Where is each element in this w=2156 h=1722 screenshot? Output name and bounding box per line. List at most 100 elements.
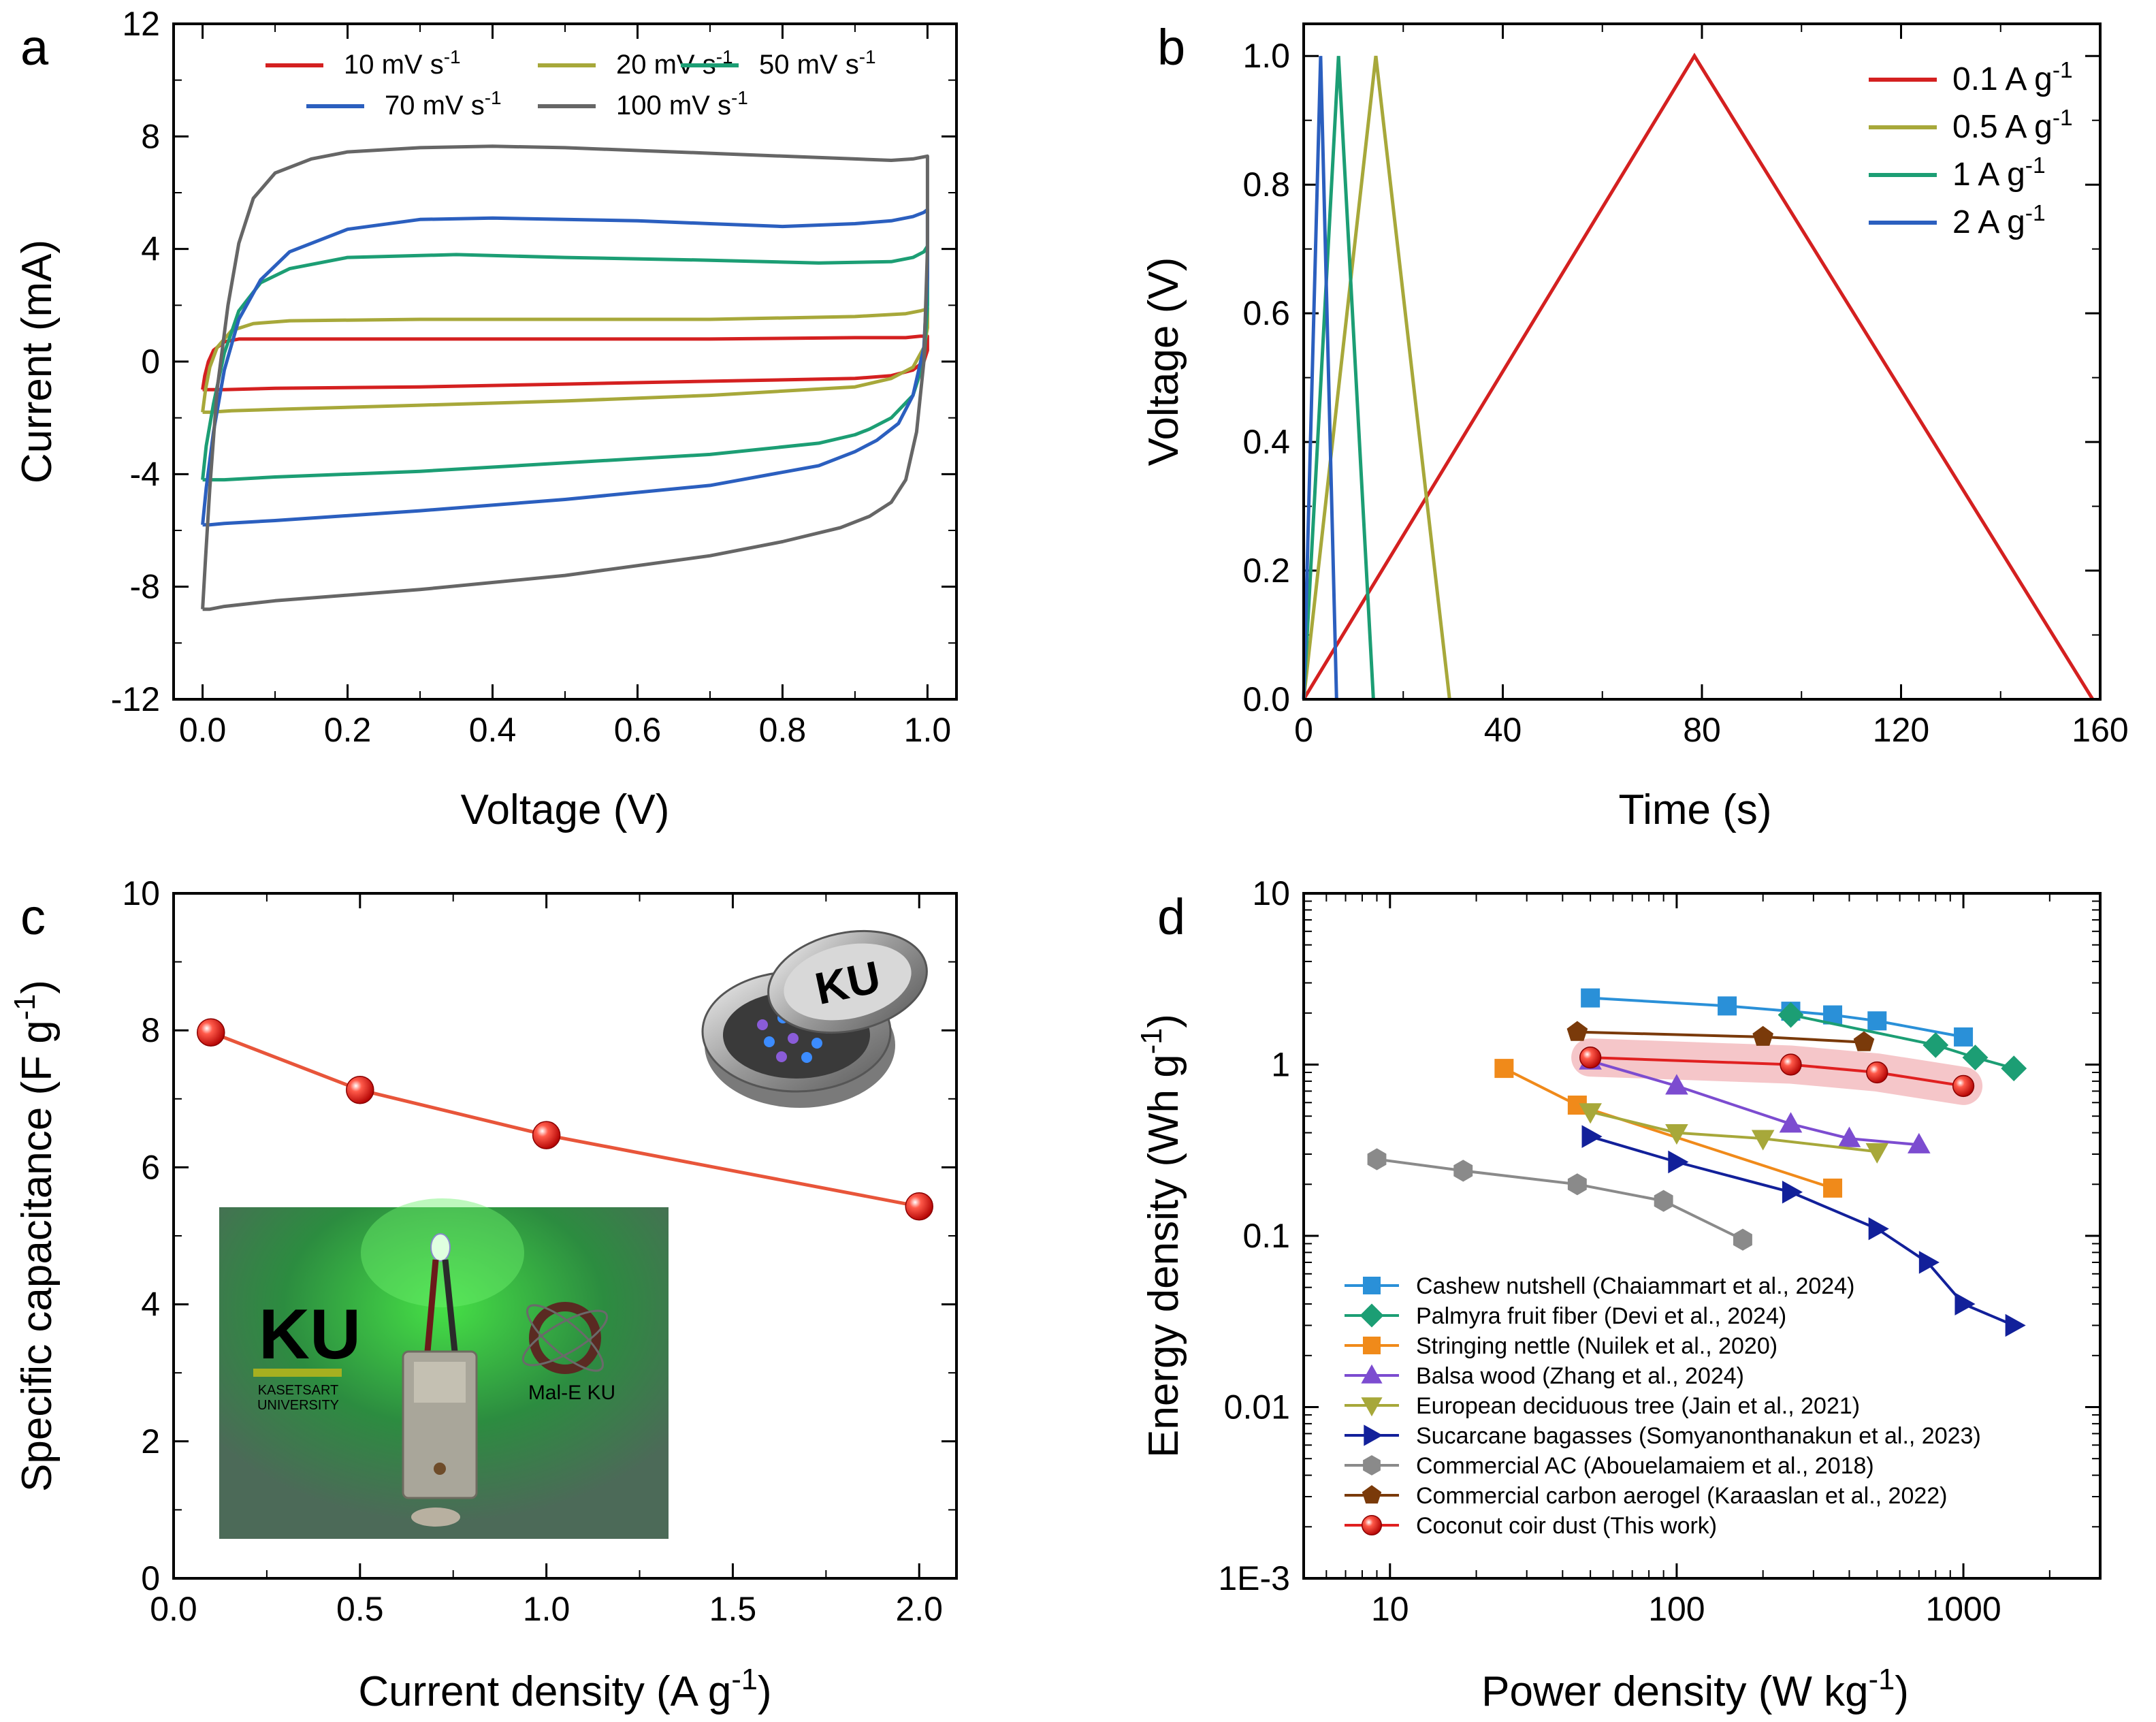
data-point: [1581, 1125, 1603, 1148]
x-axis-label-main: Time (s): [1619, 786, 1772, 833]
capacitance-line: [210, 1030, 920, 1209]
data-point: [1494, 1059, 1514, 1079]
y-tick-label: 8: [141, 117, 160, 155]
plot-frame: [1302, 892, 2102, 1580]
y-tick-label: 8: [141, 1011, 160, 1049]
plot-frame: [1302, 22, 2102, 701]
coin-cell-particle: [757, 1019, 768, 1030]
cell-holder-grille: [414, 1362, 466, 1403]
series-line-20-mV-s: [201, 306, 929, 414]
series-pentagon: [1566, 1021, 1875, 1051]
panel-d: d 10 100 1000 1E-3 0.01 0.1 1 10 Power density (W…: [1136, 874, 2102, 1715]
data-point: [1581, 988, 1600, 1008]
coin-cell-particle: [811, 1038, 822, 1049]
legend-label: Stringing nettle (Nuilek et al., 2020): [1416, 1333, 1777, 1359]
legend-label-sup: -1: [485, 87, 502, 108]
data-point: [1752, 1025, 1773, 1046]
legend-label-sup: -1: [731, 87, 748, 108]
series-line-70-mV-s: [201, 208, 929, 527]
x-tick-label: 1.5: [709, 1590, 757, 1628]
legend-swatch-marker: [1361, 1364, 1383, 1384]
lab-logo-gear: [529, 1302, 601, 1374]
legend: 0.1 A g-10.5 A g-11 A g-12 A g-1: [1869, 58, 2073, 240]
data-point: [1566, 1021, 1588, 1041]
x-axis-label-main: Current density (A g: [358, 1668, 731, 1715]
panel-letter-a: a: [20, 19, 49, 76]
data-point: [1865, 1143, 1889, 1164]
legend: Cashew nutshell (Chaiammart et al., 2024…: [1345, 1273, 1981, 1539]
data-point: [905, 1192, 933, 1221]
y-axis-label-main: Specific capacitance (F g: [14, 1020, 61, 1492]
legend-swatch-marker: [1363, 1455, 1381, 1476]
data-point: [1908, 1132, 1931, 1153]
data-point: [1782, 1180, 1803, 1204]
x-tick-label: 40: [1484, 711, 1522, 749]
ku-logo-text: KU: [259, 1295, 361, 1374]
data-point: [1954, 1027, 1974, 1047]
series-line-0.5-A-g: [1302, 55, 1451, 700]
data-point: [1952, 1074, 1975, 1098]
x-tick-label: 1.0: [904, 711, 952, 749]
legend-swatch-marker: [1363, 1337, 1381, 1354]
legend-label-main: 70 mV s: [385, 91, 485, 121]
series-triangle-down: [1579, 1103, 1889, 1164]
y-tick-label: 12: [122, 5, 160, 43]
series-line-0.1-A-g: [1302, 52, 2095, 701]
panel-letter-d: d: [1157, 889, 1185, 945]
y-tick-label: 1.0: [1242, 37, 1290, 75]
data-point: [1579, 1046, 1602, 1069]
y-tick-label: 4: [141, 230, 160, 268]
legend-label: Cashew nutshell (Chaiammart et al., 2024…: [1416, 1273, 1854, 1299]
y-tick-label: 0.2: [1242, 552, 1290, 590]
legend-label-main: 0.1 A g: [1952, 61, 2053, 97]
x-axis-label-main: Power density (W kg: [1481, 1668, 1869, 1715]
x-tick-label: 0.4: [469, 711, 517, 749]
series-line-100-mV-s: [201, 144, 929, 611]
legend-label-sup: -1: [2053, 106, 2073, 131]
y-tick-label: 2: [141, 1422, 160, 1461]
data-point: [2001, 1055, 2027, 1082]
series-line: [1377, 1158, 1743, 1241]
y-tick-label: 0.4: [1242, 423, 1290, 461]
legend-label: 0.5 A g-1: [1952, 106, 2073, 146]
series-line: [1590, 996, 1964, 1038]
y-tick-label: 10: [122, 874, 160, 912]
y-axis-label-end: ): [14, 980, 61, 994]
x-axis-label: Power density (W kg-1): [1481, 1663, 1909, 1715]
legend-label: Coconut coir dust (This work): [1416, 1513, 1717, 1539]
y-axis-label-sup: -1: [9, 994, 42, 1021]
y-tick-label: 0.01: [1224, 1388, 1290, 1426]
x-tick-label: 1.0: [523, 1590, 570, 1628]
data-point: [1867, 1011, 1887, 1031]
legend-swatch-marker: [1361, 1514, 1383, 1536]
data-point: [1654, 1190, 1673, 1212]
data-point: [1922, 1032, 1949, 1058]
y-axis-label: Current (mA): [14, 240, 61, 483]
legend-label-main: 100 mV s: [616, 91, 731, 121]
ku-university-line1: KASETSART: [258, 1383, 339, 1398]
cell-holder-screw: [434, 1463, 446, 1475]
legend-label: Commercial AC (Abouelamaiem et al., 2018…: [1416, 1453, 1874, 1479]
legend-label: 10 mV s-1: [344, 46, 461, 80]
legend-label-sup: -1: [2053, 58, 2073, 83]
y-tick-label: 0.8: [1242, 165, 1290, 204]
y-axis-label-main: Current (mA): [14, 240, 61, 483]
data-point: [1918, 1251, 1940, 1274]
data-point: [532, 1121, 561, 1149]
coin-cell-icon: KU: [701, 929, 928, 1108]
legend-label: European deciduous tree (Jain et al., 20…: [1416, 1393, 1860, 1419]
x-tick-label: 100: [1648, 1590, 1705, 1628]
legend-label-sup: -1: [444, 46, 461, 67]
y-axis-label: Voltage (V): [1140, 257, 1187, 466]
data-point: [1777, 1002, 1804, 1028]
legend-label-main: 10 mV s: [344, 50, 444, 80]
y-tick-label: 0: [141, 1559, 160, 1597]
legend-label-sup: -1: [2025, 201, 2046, 226]
y-axis-label: Energy density (Wh g-1): [1136, 1014, 1187, 1458]
y-tick-label: 0.6: [1242, 294, 1290, 332]
legend-label: 50 mV s-1: [759, 46, 876, 80]
legend-swatch-marker: [1362, 1485, 1382, 1504]
lab-logo-orbit: [526, 1304, 604, 1372]
